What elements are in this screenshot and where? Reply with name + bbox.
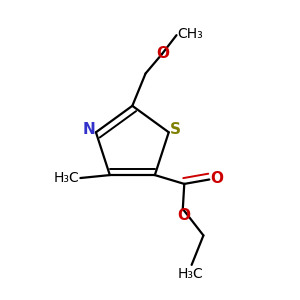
Text: O: O xyxy=(156,46,169,61)
Text: N: N xyxy=(83,122,96,137)
Text: S: S xyxy=(170,122,181,137)
Text: O: O xyxy=(211,171,224,186)
Text: O: O xyxy=(177,208,190,223)
Text: CH₃: CH₃ xyxy=(177,27,203,41)
Text: H₃C: H₃C xyxy=(53,171,79,185)
Text: H₃C: H₃C xyxy=(177,267,203,281)
